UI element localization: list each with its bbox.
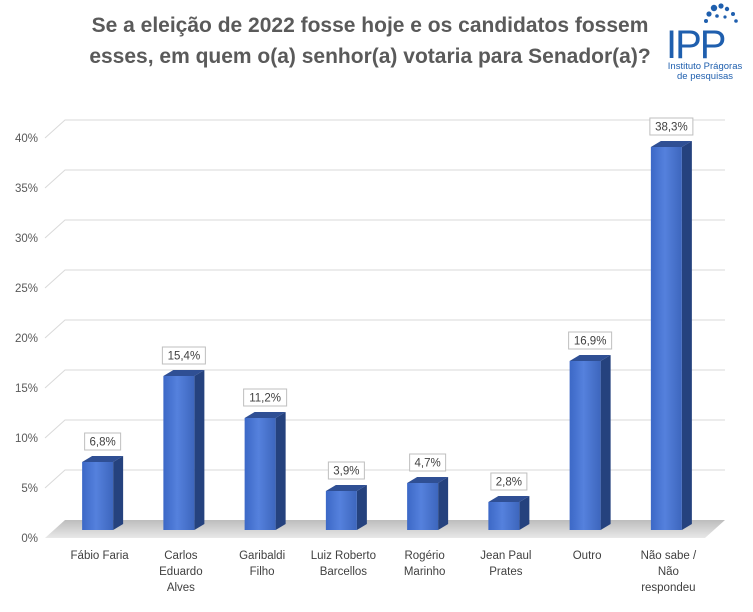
bar-top bbox=[82, 456, 124, 462]
bar bbox=[325, 491, 357, 530]
gridline bbox=[44, 269, 725, 289]
x-tick-label: Luiz Roberto Barcellos bbox=[311, 550, 376, 578]
bar-side bbox=[113, 456, 124, 530]
y-tick-label: 10% bbox=[15, 433, 38, 445]
gridline bbox=[44, 469, 725, 489]
chart-title: Se a eleição de 2022 fosse hoje e os can… bbox=[60, 10, 680, 72]
bar bbox=[244, 418, 276, 530]
x-tick-label: Outro bbox=[573, 550, 602, 562]
data-label: 11,2% bbox=[249, 393, 281, 405]
bar-top bbox=[569, 355, 611, 361]
logo-name: Instituto Prágoras de pesquisas bbox=[662, 62, 748, 82]
gridline bbox=[44, 419, 725, 439]
gridline bbox=[44, 169, 725, 189]
data-label: 38,3% bbox=[655, 122, 688, 134]
x-tick-label: Não sabe / Não respondeu bbox=[641, 550, 697, 594]
data-label: 3,9% bbox=[333, 466, 359, 478]
y-tick-label: 0% bbox=[21, 533, 38, 545]
logo-name-line-2: de pesquisas bbox=[677, 71, 733, 82]
data-label-box bbox=[568, 331, 613, 350]
bar-top bbox=[244, 412, 286, 418]
data-label-box bbox=[327, 461, 365, 480]
data-label-box bbox=[490, 472, 528, 491]
data-label: 4,7% bbox=[415, 458, 441, 470]
data-label-box bbox=[84, 432, 122, 451]
data-label: 15,4% bbox=[168, 351, 201, 363]
y-tick-label: 30% bbox=[15, 233, 38, 245]
bar-side bbox=[356, 485, 367, 530]
bar bbox=[488, 502, 520, 530]
x-tick-label: Carlos Eduardo Alves bbox=[159, 550, 202, 594]
data-label-box bbox=[243, 388, 288, 407]
bar bbox=[163, 376, 195, 530]
data-label: 16,9% bbox=[574, 336, 607, 348]
y-tick-label: 15% bbox=[15, 383, 38, 395]
bar-side bbox=[600, 355, 611, 530]
bar bbox=[569, 361, 601, 530]
bar-top bbox=[488, 496, 530, 502]
y-tick-label: 20% bbox=[15, 333, 38, 345]
bar bbox=[82, 462, 114, 530]
y-tick-label: 5% bbox=[21, 483, 38, 495]
logo-mark: IPP bbox=[666, 23, 725, 67]
gridline bbox=[44, 219, 725, 239]
gridline bbox=[44, 319, 725, 339]
institute-logo: IPP bbox=[666, 3, 738, 67]
data-label-box bbox=[409, 453, 447, 472]
bar-side bbox=[519, 496, 530, 530]
logo-name-line-1: Instituto Prágoras bbox=[667, 61, 743, 72]
gridline bbox=[44, 119, 725, 139]
y-tick-label: 40% bbox=[15, 133, 38, 145]
bar-side bbox=[681, 141, 692, 530]
x-tick-label: Fábio Faria bbox=[71, 550, 130, 562]
y-tick-label: 25% bbox=[15, 283, 38, 295]
bar bbox=[407, 483, 439, 530]
x-tick-label: Rogério Marinho bbox=[404, 550, 446, 578]
chart-floor bbox=[45, 520, 725, 538]
bar-side bbox=[194, 370, 205, 530]
gridline bbox=[44, 369, 725, 389]
x-tick-label: Jean Paul Prates bbox=[480, 550, 531, 578]
bar-top bbox=[407, 477, 449, 483]
bar-side bbox=[438, 477, 449, 530]
data-label: 2,8% bbox=[496, 477, 522, 489]
bar-top bbox=[650, 141, 692, 147]
chart-title-line-2: esses, em quem o(a) senhor(a) votaria pa… bbox=[89, 45, 651, 68]
data-label-box bbox=[649, 117, 694, 136]
y-tick-label: 35% bbox=[15, 183, 38, 195]
chart-title-line-1: Se a eleição de 2022 fosse hoje e os can… bbox=[91, 14, 649, 37]
data-label: 6,8% bbox=[90, 437, 116, 449]
bar-top bbox=[325, 485, 367, 491]
bar bbox=[650, 147, 682, 530]
bar-side bbox=[275, 412, 286, 530]
x-tick-label: Garibaldi Filho bbox=[239, 550, 285, 578]
data-label-box bbox=[161, 346, 206, 365]
bar-top bbox=[163, 370, 205, 376]
